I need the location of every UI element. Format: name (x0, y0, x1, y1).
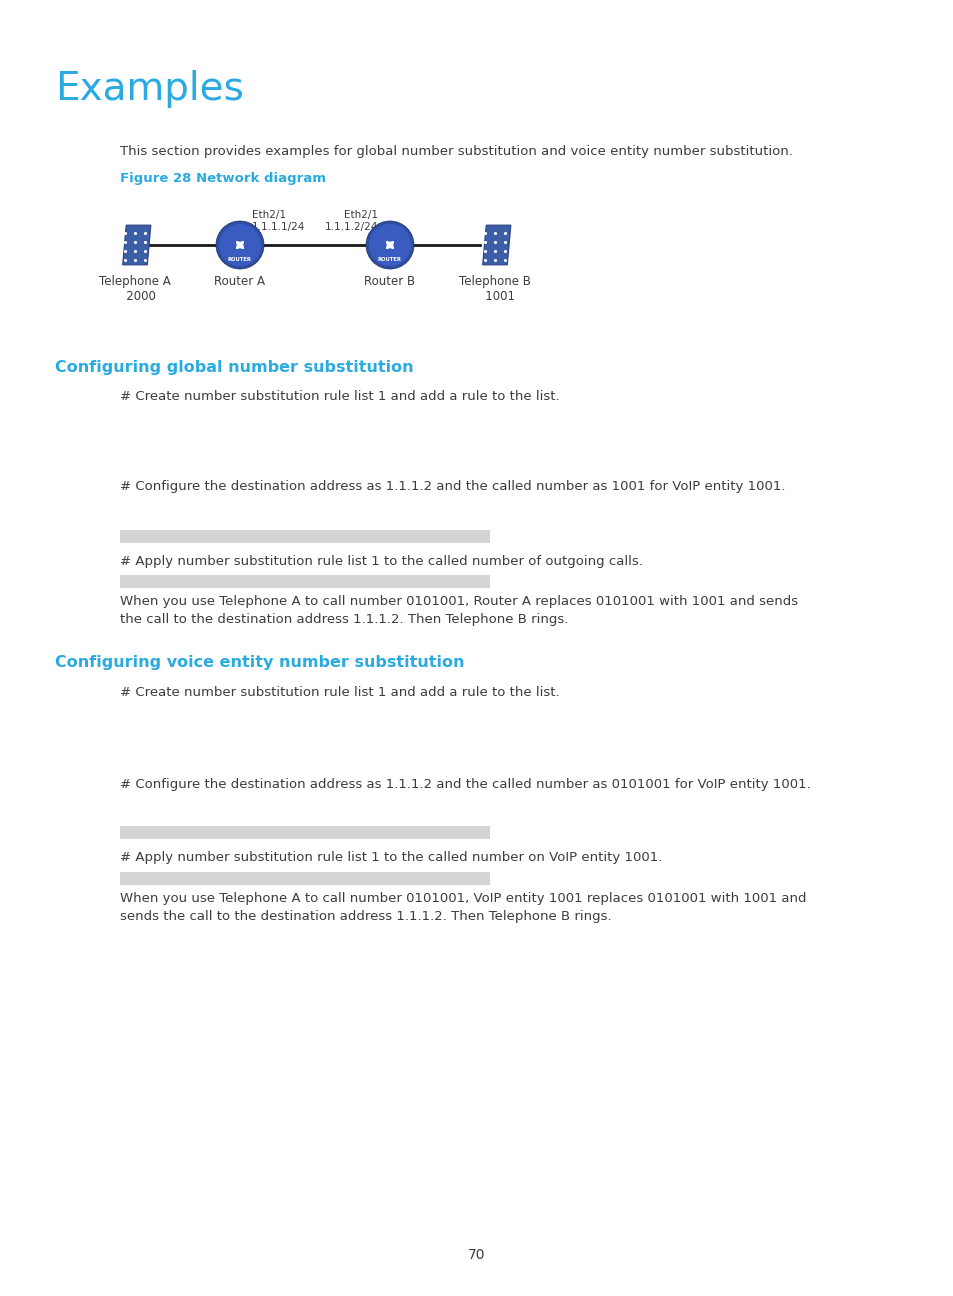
Text: # Configure the destination address as 1.1.1.2 and the called number as 1001 for: # Configure the destination address as 1… (120, 480, 784, 492)
FancyBboxPatch shape (120, 872, 490, 885)
Polygon shape (482, 226, 510, 264)
Text: # Apply number substitution rule list 1 to the called number on VoIP entity 1001: # Apply number substitution rule list 1 … (120, 851, 661, 864)
Text: Telephone A
   2000: Telephone A 2000 (99, 275, 171, 303)
Text: Configuring voice entity number substitution: Configuring voice entity number substitu… (55, 654, 464, 670)
Text: Configuring global number substitution: Configuring global number substitution (55, 360, 414, 375)
FancyBboxPatch shape (120, 530, 490, 543)
Text: # Configure the destination address as 1.1.1.2 and the called number as 0101001 : # Configure the destination address as 1… (120, 778, 810, 791)
Text: Router B: Router B (364, 275, 416, 288)
Text: Examples: Examples (55, 70, 244, 108)
Circle shape (366, 222, 414, 270)
FancyBboxPatch shape (120, 575, 490, 588)
Text: When you use Telephone A to call number 0101001, Router A replaces 0101001 with : When you use Telephone A to call number … (120, 595, 798, 626)
Text: When you use Telephone A to call number 0101001, VoIP entity 1001 replaces 01010: When you use Telephone A to call number … (120, 892, 805, 923)
Text: # Create number substitution rule list 1 and add a rule to the list.: # Create number substitution rule list 1… (120, 390, 559, 403)
Text: ROUTER: ROUTER (228, 258, 252, 262)
Text: Figure 28 Network diagram: Figure 28 Network diagram (120, 172, 326, 185)
Text: # Create number substitution rule list 1 and add a rule to the list.: # Create number substitution rule list 1… (120, 686, 559, 699)
Text: Eth2/1
1.1.1.2/24: Eth2/1 1.1.1.2/24 (324, 210, 377, 232)
Text: 70: 70 (468, 1248, 485, 1262)
Text: ROUTER: ROUTER (377, 258, 401, 262)
Text: Router A: Router A (214, 275, 265, 288)
Text: # Apply number substitution rule list 1 to the called number of outgoing calls.: # Apply number substitution rule list 1 … (120, 555, 642, 568)
Circle shape (215, 222, 264, 270)
Circle shape (369, 224, 411, 266)
Text: Telephone B
   1001: Telephone B 1001 (458, 275, 531, 303)
Text: This section provides examples for global number substitution and voice entity n: This section provides examples for globa… (120, 145, 792, 158)
Text: Eth2/1
1.1.1.1/24: Eth2/1 1.1.1.1/24 (252, 210, 305, 232)
FancyBboxPatch shape (120, 826, 490, 839)
Circle shape (218, 224, 261, 266)
Polygon shape (123, 226, 151, 264)
